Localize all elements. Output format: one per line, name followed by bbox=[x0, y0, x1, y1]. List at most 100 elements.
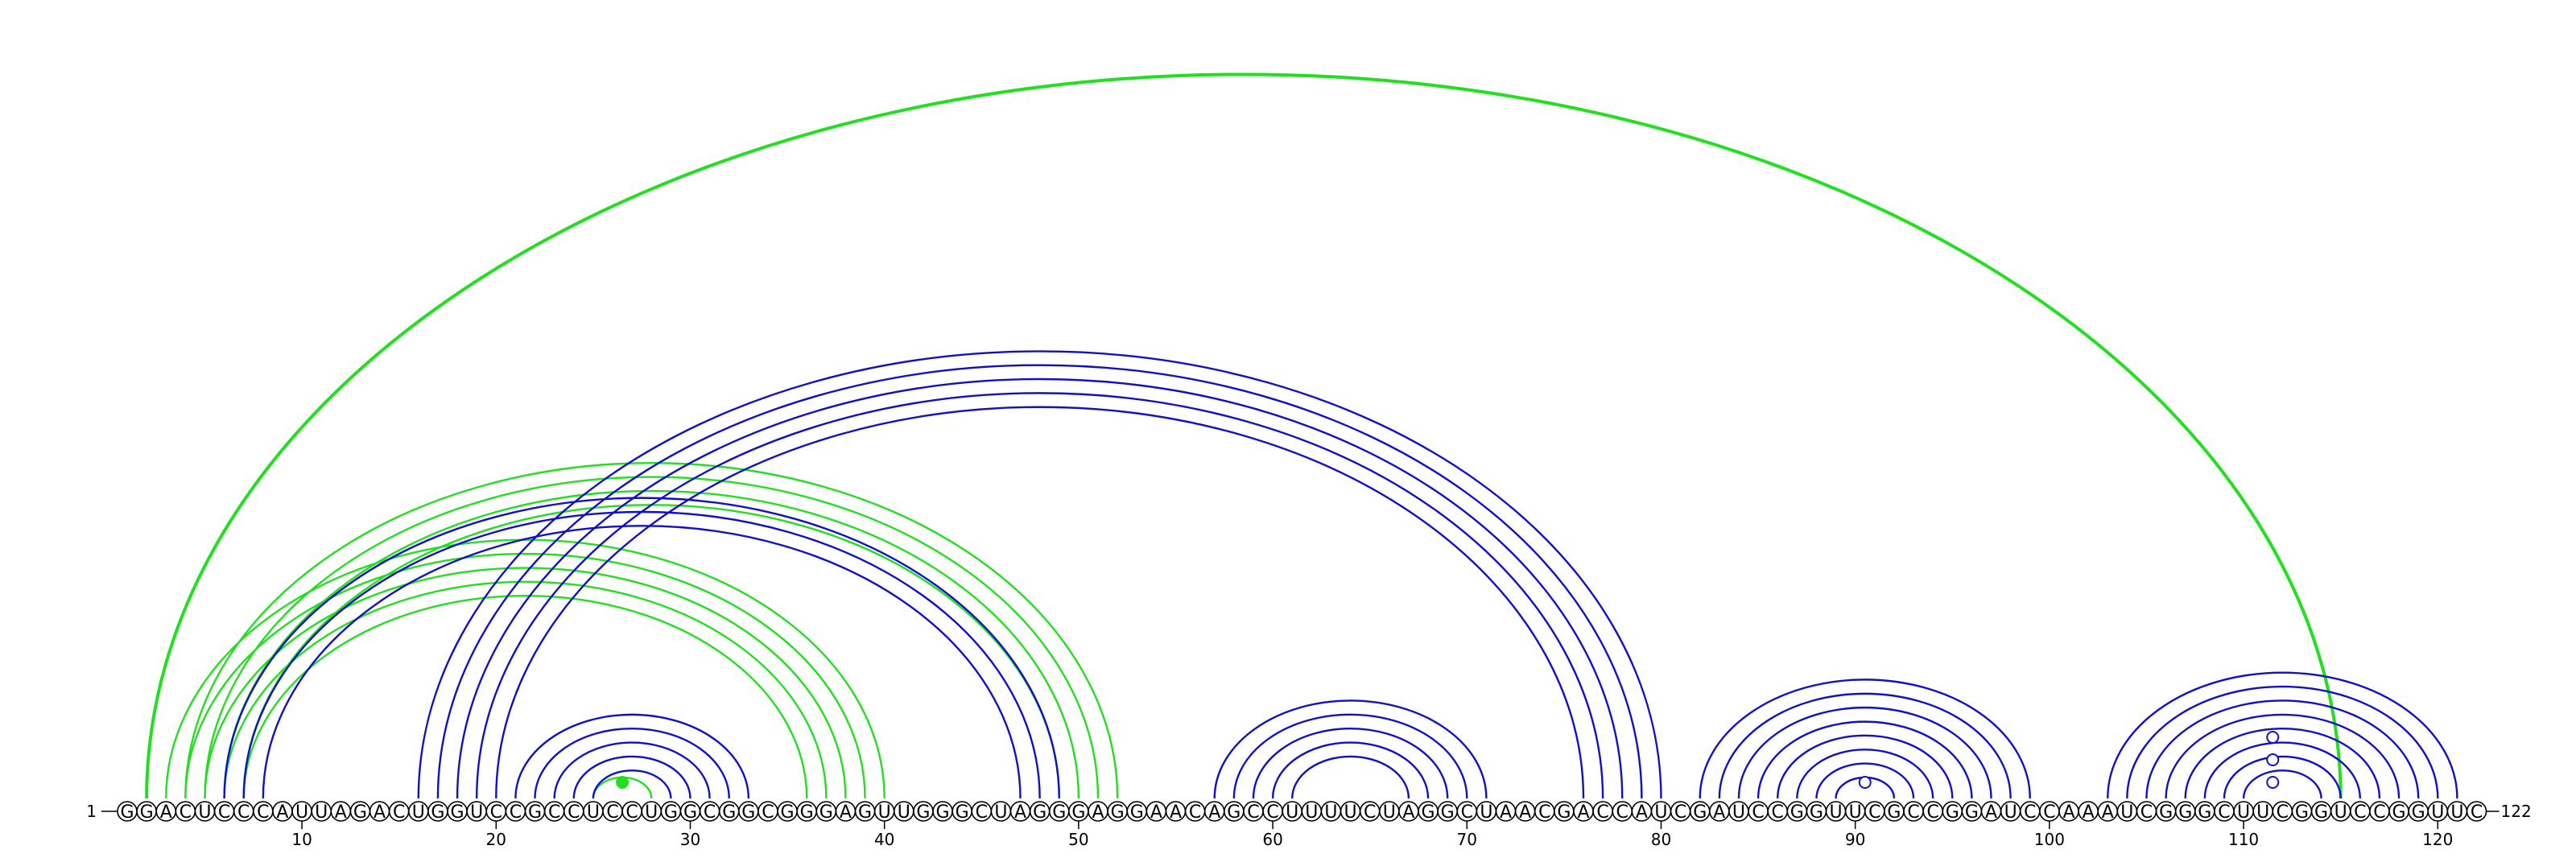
nucleotide: A bbox=[155, 801, 177, 823]
tick-label: 10 bbox=[291, 830, 312, 849]
nucleotide-letter: A bbox=[2062, 802, 2074, 823]
nucleotide-letter: C bbox=[1907, 802, 1919, 823]
nucleotide-letter: C bbox=[2471, 802, 2483, 823]
nucleotide: A bbox=[1980, 801, 2002, 823]
arc-84-97 bbox=[1737, 706, 1992, 799]
loop-marker-1 bbox=[616, 776, 630, 789]
nucleotide: U bbox=[1379, 801, 1400, 823]
nucleotide-letter: C bbox=[1868, 802, 1880, 823]
arc-17-79 bbox=[436, 364, 1643, 799]
nucleotide: C bbox=[621, 801, 642, 823]
nucleotide: U bbox=[1650, 801, 1672, 823]
nucleotide-letter: G bbox=[858, 802, 872, 823]
nucleotide-letter: C bbox=[1752, 802, 1764, 823]
nucleotide: U bbox=[873, 801, 895, 823]
tick-label: 30 bbox=[680, 830, 700, 849]
arc-8-47 bbox=[262, 525, 1022, 799]
arc-86-95 bbox=[1777, 734, 1954, 799]
nucleotide: U bbox=[583, 801, 604, 823]
nucleotide: G bbox=[524, 801, 546, 823]
nucleotide: G bbox=[777, 801, 798, 823]
arc-5-38 bbox=[204, 567, 847, 799]
arc-6-49 bbox=[223, 497, 1060, 799]
nucleotide: A bbox=[1165, 801, 1187, 823]
nucleotide: U bbox=[1844, 801, 1866, 823]
nucleotide-letter: U bbox=[1305, 802, 1318, 823]
nucleotide: A bbox=[1573, 801, 1594, 823]
nucleotide-letter: C bbox=[1772, 802, 1784, 823]
arc-61-67 bbox=[1291, 755, 1410, 799]
tick-label: 60 bbox=[1262, 830, 1282, 849]
nucleotide-letter: U bbox=[470, 802, 483, 823]
arc-88-93 bbox=[1815, 762, 1915, 799]
nucleotide: G bbox=[1554, 801, 1575, 823]
nucleotide: G bbox=[2194, 801, 2215, 823]
nucleotide: C bbox=[213, 801, 235, 823]
nucleotide-letter: C bbox=[2218, 802, 2230, 823]
nucleotide-letter: C bbox=[1538, 802, 1550, 823]
nucleotide-letter: A bbox=[1170, 802, 1182, 823]
nucleotide-letter: A bbox=[2102, 802, 2114, 823]
nucleotide: G bbox=[738, 801, 759, 823]
nucleotide-letter: G bbox=[819, 802, 833, 823]
arc-24-30 bbox=[572, 755, 691, 799]
nucleotide: C bbox=[1184, 801, 1206, 823]
nucleotide-letter: G bbox=[1130, 802, 1144, 823]
arc-4-39 bbox=[184, 552, 866, 799]
nucleotide-letter: A bbox=[1092, 802, 1104, 823]
nucleotide: A bbox=[369, 801, 390, 823]
nucleotide-letter: G bbox=[936, 802, 950, 823]
nucleotide-letter: A bbox=[335, 802, 347, 823]
nucleotide-letter: U bbox=[1286, 802, 1298, 823]
nucleotide: G bbox=[1126, 801, 1148, 823]
nucleotide: G bbox=[349, 801, 371, 823]
nucleotide: G bbox=[2310, 801, 2332, 823]
arc-23-31 bbox=[553, 741, 711, 799]
nucleotide: U bbox=[1320, 801, 1342, 823]
nucleotide: U bbox=[641, 801, 663, 823]
nucleotide: C bbox=[1456, 801, 1478, 823]
nucleotide-letter: G bbox=[1071, 802, 1085, 823]
nucleotide: C bbox=[1359, 801, 1381, 823]
nucleotide-letter: C bbox=[1616, 802, 1629, 823]
nucleotide: C bbox=[1922, 801, 1943, 823]
nucleotide: C bbox=[1243, 801, 1264, 823]
nucleotide: U bbox=[1728, 801, 1749, 823]
tick-label: 50 bbox=[1068, 830, 1088, 849]
nucleotide-letter: G bbox=[1227, 802, 1241, 823]
arc-18-78 bbox=[456, 377, 1624, 799]
nucleotide-letter: G bbox=[956, 802, 969, 823]
nucleotide-letter: C bbox=[606, 802, 618, 823]
nucleotide-letter: U bbox=[898, 802, 910, 823]
arc-21-33 bbox=[514, 713, 750, 799]
nucleotide-letter: C bbox=[1596, 802, 1608, 823]
nucleotide-letter: C bbox=[2354, 802, 2366, 823]
nucleotide-letter: A bbox=[1713, 802, 1725, 823]
nucleotide: A bbox=[1088, 801, 1108, 823]
nucleotide-letter: A bbox=[1150, 802, 1162, 823]
nucleotide: C bbox=[1262, 801, 1283, 823]
nucleotide: C bbox=[388, 801, 410, 823]
nucleotide-letter: U bbox=[645, 802, 658, 823]
nucleotide: C bbox=[1534, 801, 1555, 823]
nucleotide: U bbox=[2330, 801, 2351, 823]
nucleotide-letter: U bbox=[412, 802, 425, 823]
nucleotide-letter: G bbox=[2295, 802, 2309, 823]
start-index-label: 1 bbox=[86, 802, 97, 821]
nucleotide: U bbox=[2427, 801, 2449, 823]
nucleotide-letter: G bbox=[1052, 802, 1066, 823]
nucleotide: C bbox=[175, 801, 196, 823]
arc-20-76 bbox=[495, 406, 1585, 799]
end-index-label: 122 bbox=[2501, 802, 2532, 821]
nucleotide-letter: A bbox=[374, 802, 386, 823]
nucleotide: U bbox=[1476, 801, 1497, 823]
nucleotide: C bbox=[253, 801, 274, 823]
nucleotide-letter: G bbox=[683, 802, 697, 823]
nucleotide-letter: G bbox=[741, 802, 755, 823]
nucleotide: G bbox=[1224, 801, 1245, 823]
nucleotide: G bbox=[913, 801, 934, 823]
nucleotide: U bbox=[2446, 801, 2468, 823]
nucleotide-letter: U bbox=[198, 802, 211, 823]
arc-106-118 bbox=[2165, 713, 2401, 799]
nucleotide: G bbox=[1048, 801, 1070, 823]
